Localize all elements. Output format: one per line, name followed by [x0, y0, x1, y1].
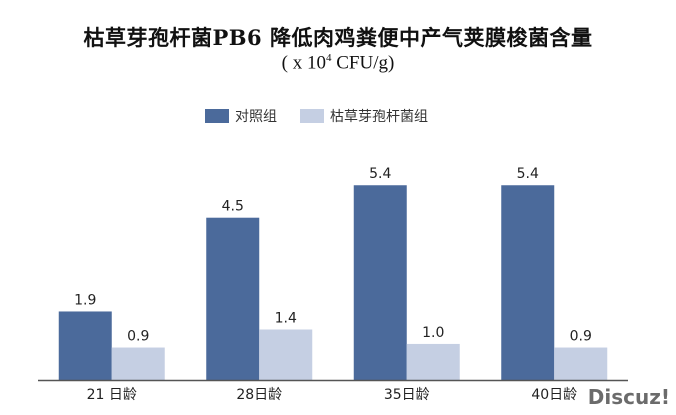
data-label-treatment-0: 0.9	[127, 329, 149, 345]
data-label-treatment-1: 1.4	[275, 311, 297, 327]
category-label-1: 28日龄	[236, 387, 282, 403]
data-label-control-3: 5.4	[517, 166, 539, 182]
data-label-control-0: 1.9	[74, 292, 96, 308]
bar-control-1	[206, 217, 260, 380]
subtitle-exponent: 4	[326, 52, 332, 64]
bar-control-2	[353, 185, 407, 380]
legend-item-treatment: 枯草芽孢杆菌组	[300, 106, 428, 126]
data-label-treatment-3: 0.9	[570, 329, 592, 345]
category-label-3: 40日龄	[531, 387, 577, 403]
legend-swatch-treatment	[300, 109, 324, 123]
data-label-treatment-2: 1.0	[422, 325, 444, 341]
legend-swatch-control	[205, 109, 229, 123]
category-label-0: 21 日龄	[87, 387, 137, 403]
bar-treatment-3	[554, 347, 608, 380]
bar-treatment-2	[406, 343, 460, 380]
bar-control-0	[58, 311, 112, 380]
data-label-control-1: 4.5	[222, 199, 244, 215]
chart-subtitle: ( x 104 CFU/g)	[0, 52, 676, 74]
legend-label-treatment: 枯草芽孢杆菌组	[330, 109, 428, 125]
legend-item-control: 对照组	[205, 106, 277, 126]
bar-control-3	[501, 185, 555, 380]
bar-treatment-1	[259, 329, 313, 380]
chart-title: 枯草芽孢杆菌PB6 降低肉鸡粪便中产气荚膜梭菌含量	[83, 25, 593, 50]
subtitle-suffix: CFU/g)	[331, 52, 395, 74]
data-label-control-2: 5.4	[369, 166, 391, 182]
discuz-watermark: Discuz!	[587, 385, 670, 409]
bar-treatment-0	[111, 347, 165, 380]
category-label-2: 35日龄	[384, 387, 430, 403]
legend-label-control: 对照组	[235, 109, 277, 125]
subtitle-prefix: ( x 10	[281, 52, 326, 74]
